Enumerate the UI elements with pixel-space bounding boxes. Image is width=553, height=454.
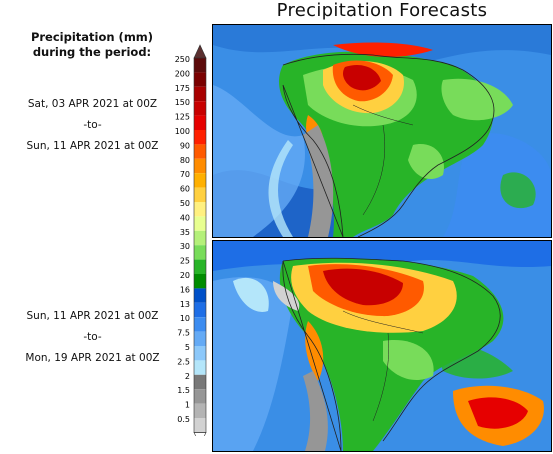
colorbar-swatch-70 <box>194 173 206 188</box>
colorbar-label-5: 5 <box>185 343 190 352</box>
colorbar-swatch-125 <box>194 115 206 130</box>
colorbar-swatch-30 <box>194 245 206 260</box>
colorbar-label-13: 13 <box>180 300 190 309</box>
colorbar-top-arrow <box>193 44 207 59</box>
forecast-map-period-1 <box>212 24 552 238</box>
colorbar-label-90: 90 <box>180 141 190 150</box>
period-1-end: Sun, 11 APR 2021 at 00Z <box>26 140 159 152</box>
colorbar-swatch-20 <box>194 274 206 289</box>
colorbar-label-20: 20 <box>180 271 190 280</box>
colorbar-label-35: 35 <box>180 228 190 237</box>
colorbar-label-25: 25 <box>180 257 190 266</box>
colorbar-label-10: 10 <box>180 314 190 323</box>
colorbar-swatch-16 <box>194 288 206 303</box>
colorbar-swatch-50 <box>194 202 206 217</box>
colorbar-label-40: 40 <box>180 213 190 222</box>
colorbar-swatch-1 <box>194 403 206 418</box>
colorbar-swatch-10 <box>194 317 206 332</box>
colorbar-swatch-2 <box>194 374 206 390</box>
page-title: Precipitation Forecasts <box>276 0 488 21</box>
colorbar-swatch-60 <box>194 187 206 202</box>
colorbar-label-150: 150 <box>175 98 190 107</box>
colorbar-swatch-175 <box>194 86 206 102</box>
period-1-start: Sat, 03 APR 2021 at 00Z <box>27 98 158 110</box>
colorbar-swatch-80 <box>194 158 206 174</box>
legend-title: Precipitation (mm) during the period: <box>2 30 182 60</box>
colorbar-swatch-250 <box>194 58 206 73</box>
colorbar-swatch-0.5 <box>194 418 206 433</box>
colorbar-label-16: 16 <box>180 285 190 294</box>
period-2-end: Mon, 19 APR 2021 at 00Z <box>25 352 160 364</box>
colorbar-label-7.5: 7.5 <box>177 329 190 338</box>
colorbar-label-0.5: 0.5 <box>177 415 190 424</box>
colorbar-swatch-90 <box>194 144 206 159</box>
colorbar-swatch-1.5 <box>194 389 206 404</box>
colorbar-legend: 2502001751501251009080706050403530252016… <box>175 44 207 436</box>
colorbar-label-175: 175 <box>175 84 190 93</box>
period-1-label: Sat, 03 APR 2021 at 00Z -to- Sun, 11 APR… <box>0 94 185 157</box>
colorbar-bottom-arrow <box>193 432 207 436</box>
legend-title-line2: during the period: <box>32 45 152 59</box>
colorbar-label-50: 50 <box>180 199 190 208</box>
forecast-map-period-2 <box>212 240 552 452</box>
colorbar-swatch-25 <box>194 259 206 274</box>
colorbar-label-2: 2 <box>185 372 190 381</box>
colorbar-swatch-35 <box>194 230 206 246</box>
colorbar-label-1.5: 1.5 <box>177 386 190 395</box>
colorbar-label-30: 30 <box>180 242 190 251</box>
colorbar-label-2.5: 2.5 <box>177 357 190 366</box>
colorbar-label-125: 125 <box>175 113 190 122</box>
period-1-sep: -to- <box>83 119 102 131</box>
period-2-sep: -to- <box>83 331 102 343</box>
colorbar-label-100: 100 <box>175 127 190 136</box>
colorbar-swatch-7.5 <box>194 331 206 346</box>
colorbar-swatch-5 <box>194 346 206 361</box>
colorbar-swatch-200 <box>194 72 206 87</box>
colorbar-label-250: 250 <box>175 55 190 64</box>
colorbar-label-70: 70 <box>180 170 190 179</box>
colorbar-label-1: 1 <box>185 401 190 410</box>
colorbar-label-60: 60 <box>180 185 190 194</box>
colorbar-label-80: 80 <box>180 156 190 165</box>
colorbar-swatch-150 <box>194 101 206 116</box>
colorbar-label-200: 200 <box>175 69 190 78</box>
colorbar-swatch-100 <box>194 130 206 145</box>
colorbar-outline <box>193 57 207 433</box>
colorbar-swatch-40 <box>194 216 206 231</box>
period-2-start: Sun, 11 APR 2021 at 00Z <box>26 310 159 322</box>
colorbar-swatch-2.5 <box>194 360 206 375</box>
legend-title-line1: Precipitation (mm) <box>30 30 154 44</box>
period-2-label: Sun, 11 APR 2021 at 00Z -to- Mon, 19 APR… <box>0 306 185 369</box>
colorbar-swatch-13 <box>194 302 206 318</box>
